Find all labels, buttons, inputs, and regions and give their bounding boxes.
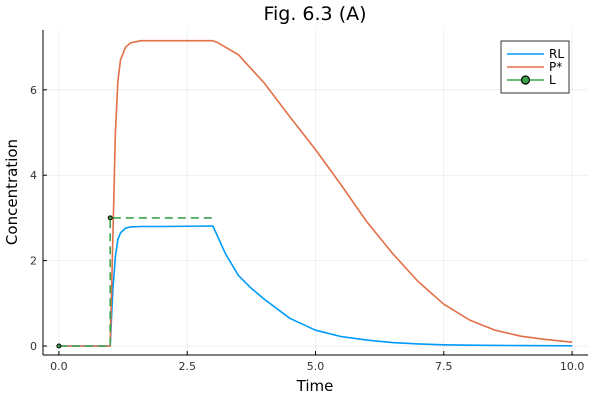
series-group	[56, 39, 573, 349]
series-line-rl	[58, 225, 573, 347]
x-tick-label: 0.0	[50, 360, 68, 373]
y-tick-label: 0	[30, 340, 37, 353]
series-line-l	[58, 217, 213, 347]
legend: RLP*L	[500, 40, 570, 94]
legend-label: L	[549, 73, 556, 87]
grid	[43, 30, 588, 355]
series-marker-l	[107, 215, 113, 221]
y-tick-label: 6	[30, 84, 37, 97]
legend-marker	[520, 75, 531, 85]
chart-title: Fig. 6.3 (A)	[263, 3, 366, 25]
x-tick-label: 2.5	[178, 360, 196, 373]
series-line-pstar	[58, 39, 573, 347]
series-marker-l	[56, 343, 62, 349]
x-axis-label: Time	[296, 377, 334, 395]
y-axis-label: Concentration	[3, 139, 21, 245]
x-tick-label: 5.0	[307, 360, 325, 373]
y-tick-label: 4	[30, 169, 37, 182]
legend-label: RL	[549, 47, 564, 61]
axes: 0.0 2.5 5.0 7.5 10.0 0 2 4 6	[30, 30, 588, 373]
legend-label: P*	[549, 60, 562, 74]
x-tick-label: 10.0	[560, 360, 585, 373]
y-tick-label: 2	[30, 255, 37, 268]
x-tick-label: 7.5	[435, 360, 453, 373]
